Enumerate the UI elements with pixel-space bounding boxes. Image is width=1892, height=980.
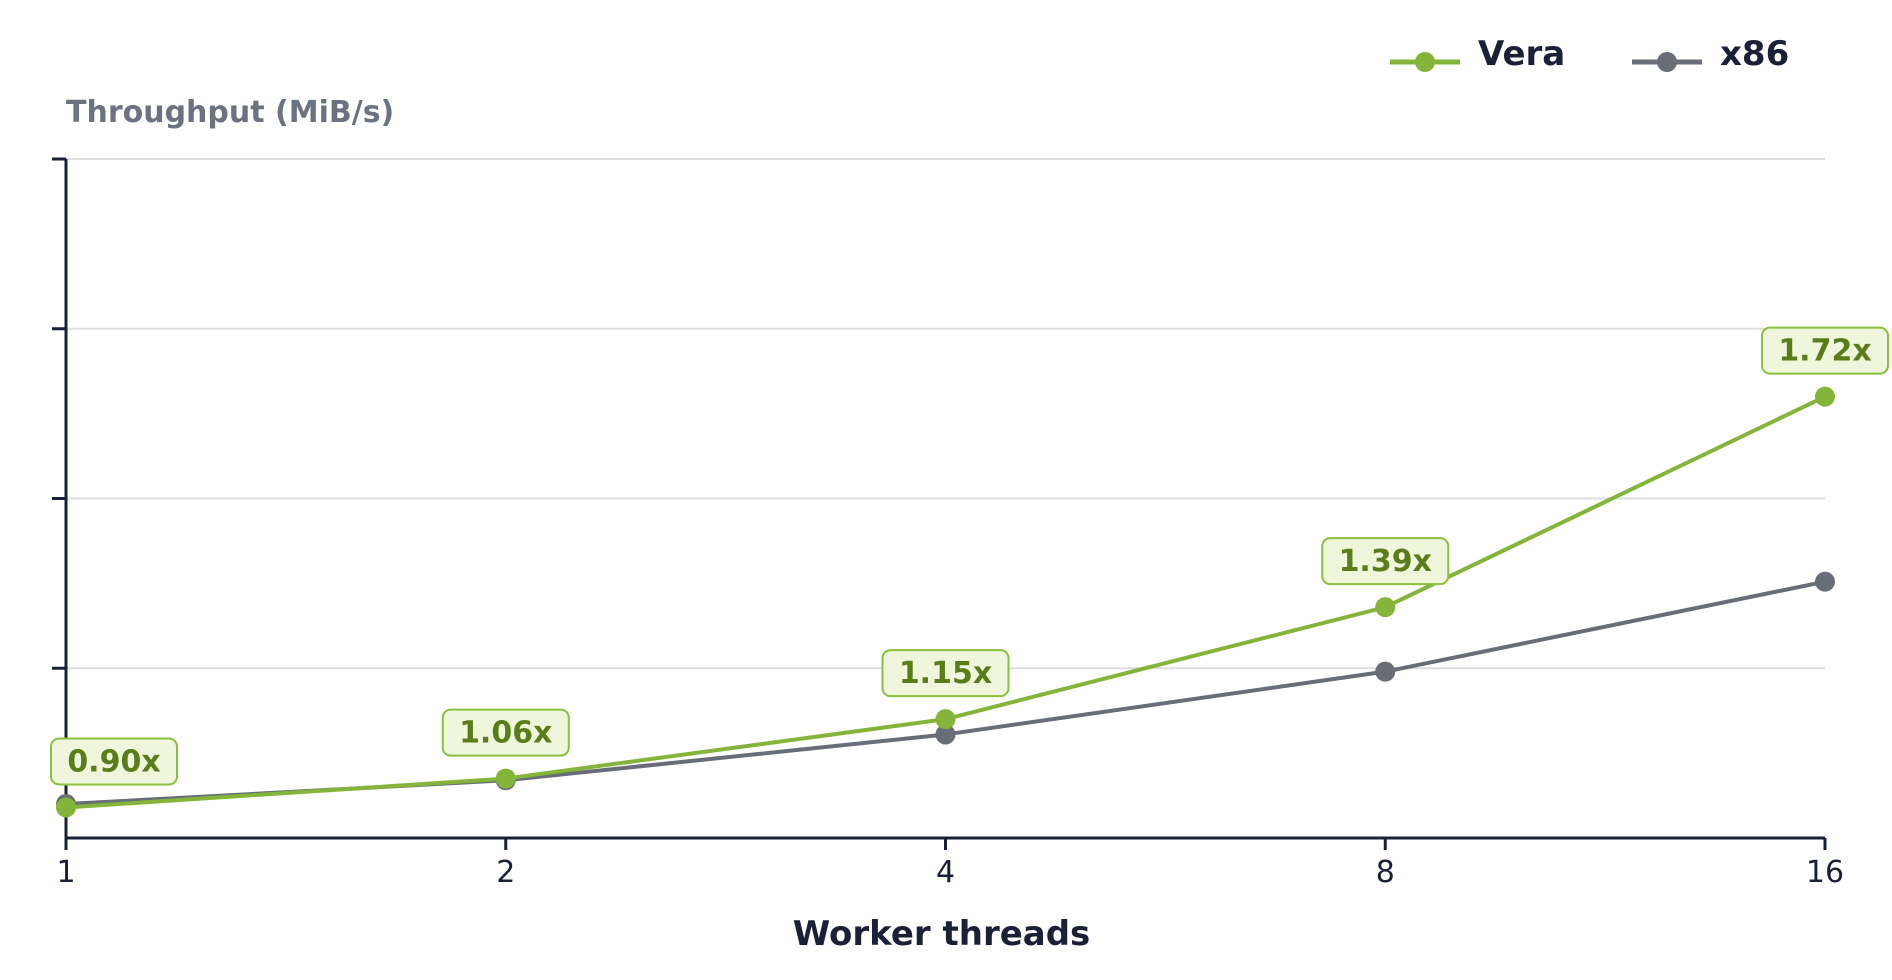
annotation-label: 0.90x bbox=[67, 744, 160, 779]
data-point-vera bbox=[1375, 597, 1396, 618]
speedup-annotation: 1.06x bbox=[441, 708, 570, 757]
x-tick-label: 8 bbox=[1376, 855, 1395, 890]
y-axis-label: Throughput (MiB/s) bbox=[66, 95, 394, 130]
annotation-label: 1.06x bbox=[459, 716, 552, 751]
annotation-label: 1.39x bbox=[1339, 544, 1432, 579]
annotation-box bbox=[1321, 537, 1450, 586]
legend-swatch-marker bbox=[1657, 52, 1677, 72]
annotation-box bbox=[1761, 326, 1889, 375]
legend-label: x86 bbox=[1720, 34, 1789, 74]
data-point-x86 bbox=[935, 724, 956, 745]
x-axis-label: Worker threads bbox=[793, 914, 1091, 954]
grid-lines bbox=[66, 158, 1825, 670]
x-tick-label: 16 bbox=[1806, 855, 1844, 890]
annotation-box bbox=[50, 737, 178, 786]
annotation-box bbox=[441, 708, 570, 757]
annotation-label: 1.72x bbox=[1778, 334, 1871, 369]
x-tick-label: 4 bbox=[936, 855, 955, 890]
legend-item-x86: x86 bbox=[1632, 34, 1789, 74]
data-point-x86 bbox=[1815, 571, 1835, 592]
annotation-box bbox=[881, 649, 1010, 698]
annotation-layer: 0.90x 1.06x 1.15x 1.39x 1.72x bbox=[50, 326, 1889, 786]
data-point-vera bbox=[1815, 386, 1835, 407]
speedup-annotation: 1.72x bbox=[1761, 326, 1889, 375]
legend: Vera x86 bbox=[1390, 34, 1789, 74]
legend-label: Vera bbox=[1478, 34, 1565, 74]
data-point-x86 bbox=[1375, 661, 1396, 682]
x-tick-label: 2 bbox=[496, 855, 515, 890]
x-tick-label: 1 bbox=[56, 855, 75, 890]
annotation-label: 1.15x bbox=[899, 656, 992, 691]
series-line-vera bbox=[65, 394, 1826, 810]
legend-swatch-marker bbox=[1415, 52, 1435, 72]
legend-item-vera: Vera bbox=[1390, 34, 1565, 74]
data-point-vera bbox=[56, 797, 76, 818]
speedup-annotation: 1.15x bbox=[881, 649, 1010, 698]
data-point-vera bbox=[495, 768, 516, 789]
speedup-annotation: 0.90x bbox=[50, 737, 178, 786]
speedup-annotation: 1.39x bbox=[1321, 537, 1450, 586]
data-point-vera bbox=[935, 709, 956, 730]
ticks: 1 2 4 8 16 bbox=[52, 157, 1844, 890]
series-layer bbox=[56, 386, 1835, 818]
